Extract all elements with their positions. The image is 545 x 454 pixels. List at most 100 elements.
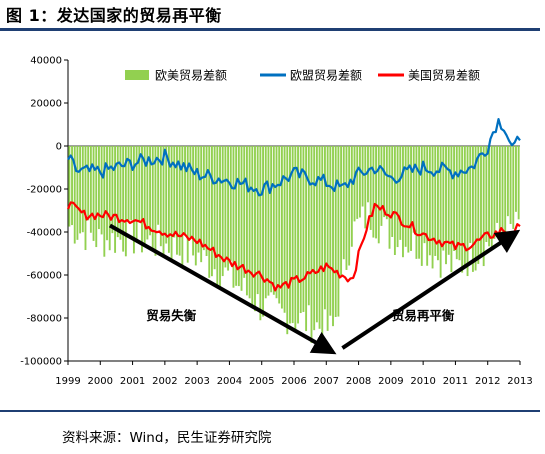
bar-mark xyxy=(426,146,429,266)
bar-mark xyxy=(141,146,143,253)
bar-mark xyxy=(176,146,178,255)
bar-mark xyxy=(124,146,127,257)
bar-mark xyxy=(208,146,211,278)
bar-mark xyxy=(305,146,308,332)
bar-mark xyxy=(237,146,240,287)
bar-mark xyxy=(157,146,160,225)
us-balance-line xyxy=(66,201,521,292)
bar-mark xyxy=(235,146,238,286)
bar-mark xyxy=(442,146,445,251)
x-tick-label: 2003 xyxy=(184,376,209,387)
trade-balance-chart: 40000 20000 0 -20000 -40000 -60000 -80000 -1000… xyxy=(20,56,533,388)
x-tick-label: 2000 xyxy=(88,376,113,387)
x-tick-label: 2004 xyxy=(217,376,242,387)
bar-mark xyxy=(194,146,197,266)
bar-mark xyxy=(380,146,383,226)
bar-mark xyxy=(407,146,410,253)
bar-mark xyxy=(385,146,388,220)
bar-mark xyxy=(358,146,361,218)
bar-mark xyxy=(100,146,103,235)
bar-mark xyxy=(181,146,184,267)
bar-mark xyxy=(410,146,412,251)
bar-mark xyxy=(334,146,337,317)
bar-mark xyxy=(272,146,275,295)
x-tick-label: 2007 xyxy=(314,376,339,387)
footer-divider xyxy=(0,410,540,412)
bar-mark xyxy=(132,146,135,254)
bar-mark xyxy=(159,146,162,247)
legend-label: 欧美贸易差额 xyxy=(155,69,227,83)
bar-mark xyxy=(122,146,125,252)
bar-mark xyxy=(450,146,453,273)
bar-mark xyxy=(170,146,173,261)
bar-mark xyxy=(71,146,73,226)
bar-mark xyxy=(345,146,348,270)
bar-mark xyxy=(87,146,90,221)
bar-mark xyxy=(116,146,119,238)
bar-mark xyxy=(146,146,149,240)
bar-mark xyxy=(377,146,380,244)
bar-mark xyxy=(463,146,466,268)
bar-mark xyxy=(485,146,488,243)
bar-mark xyxy=(73,146,76,244)
bar-mark xyxy=(420,146,423,266)
bar-mark xyxy=(135,146,138,242)
bar-mark xyxy=(342,146,345,260)
bar-mark xyxy=(267,146,270,296)
bar-mark xyxy=(326,146,329,331)
bar-mark xyxy=(361,146,364,207)
bar-mark xyxy=(84,146,87,251)
x-tick-label: 2012 xyxy=(475,376,500,387)
bar-mark xyxy=(431,146,434,269)
bar-mark xyxy=(515,146,517,212)
bar-mark xyxy=(391,146,394,237)
y-tick-label: 0 xyxy=(56,142,62,153)
bar-mark xyxy=(173,146,176,238)
bar-mark xyxy=(404,146,407,247)
bar-mark xyxy=(329,146,332,316)
bar-mark xyxy=(189,146,192,239)
bar-mark xyxy=(423,146,426,244)
bar-mark xyxy=(375,146,378,239)
trend-arrow xyxy=(108,223,337,355)
bar-mark xyxy=(270,146,273,293)
bar-mark xyxy=(229,146,232,261)
bar-mark xyxy=(219,146,221,289)
bar-mark xyxy=(302,146,305,312)
bar-mark xyxy=(439,146,442,278)
x-tick-label: 2013 xyxy=(507,376,532,387)
bar-mark xyxy=(192,146,195,256)
annotation-label: 贸易再平衡 xyxy=(392,308,455,323)
bar-mark xyxy=(259,146,262,321)
title-divider xyxy=(0,28,540,31)
bar-mark xyxy=(130,146,133,221)
bar-mark xyxy=(167,146,170,253)
bar-mark xyxy=(103,146,106,257)
bar-mark xyxy=(232,146,235,288)
x-tick-label: 2006 xyxy=(281,376,306,387)
bar-mark xyxy=(418,146,421,259)
bar-mark xyxy=(323,146,326,310)
bar-mark xyxy=(396,146,399,248)
bar-mark xyxy=(262,146,265,317)
bar-mark xyxy=(106,146,108,241)
bar-mark xyxy=(340,146,343,277)
eu-balance-line xyxy=(67,117,521,197)
bar-mark xyxy=(332,146,334,327)
bar-mark xyxy=(493,146,496,239)
bar-mark xyxy=(310,146,313,343)
bar-mark xyxy=(453,146,456,252)
bar-mark xyxy=(447,146,450,255)
bar-mark xyxy=(506,146,509,217)
bar-mark xyxy=(221,146,224,277)
bar-mark xyxy=(245,146,248,296)
x-tick-label: 1999 xyxy=(55,376,80,387)
bar-mark xyxy=(178,146,181,256)
bar-mark xyxy=(490,146,493,247)
bar-mark xyxy=(127,146,130,222)
bar-mark xyxy=(76,146,79,240)
bar-mark xyxy=(111,146,114,234)
bar-mark xyxy=(318,146,321,329)
bar-mark xyxy=(388,146,391,249)
bar-mark xyxy=(372,146,375,238)
